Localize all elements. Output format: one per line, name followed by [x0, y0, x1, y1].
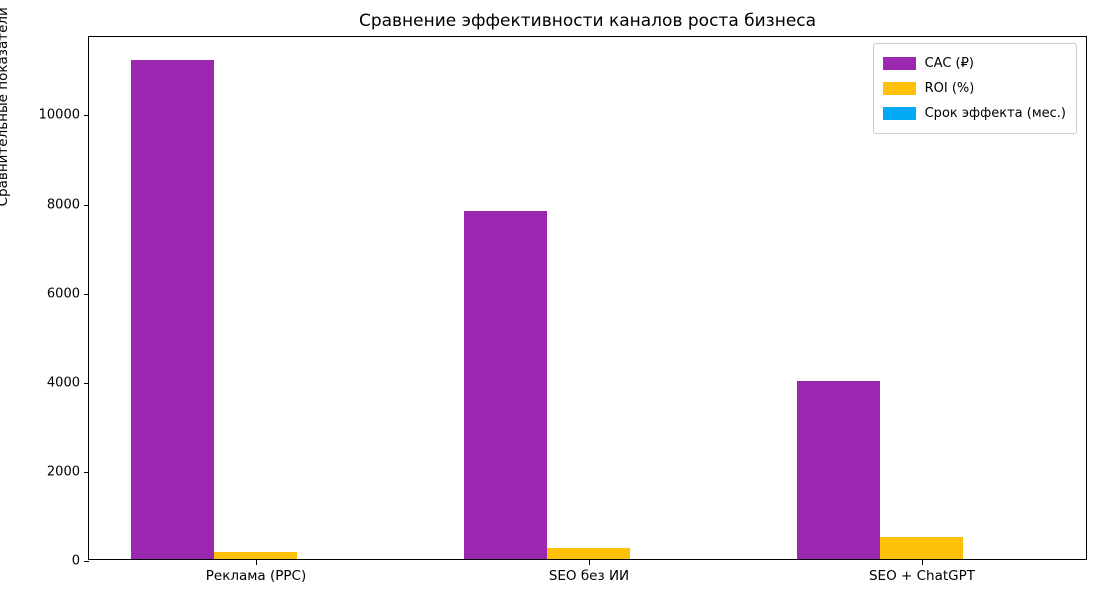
bar-cac-category-2 [797, 381, 880, 559]
y-tick-mark [84, 472, 89, 473]
x-tick-mark [256, 560, 257, 565]
legend-entry-roi: ROI (%) [882, 76, 1066, 101]
legend-swatch-effect-duration [882, 107, 916, 120]
bar-cac-category-1 [464, 211, 547, 559]
x-tick-mark [589, 560, 590, 565]
y-tick-label: 4000 [46, 375, 80, 391]
y-tick-mark [84, 383, 89, 384]
legend: CAC (₽) ROI (%) Срок эффекта (мес.) [872, 43, 1077, 134]
y-tick-label: 0 [71, 553, 80, 569]
bar-cac-category-0 [131, 60, 214, 559]
bar-roi-category-2 [880, 537, 963, 559]
y-tick-label: 10000 [38, 107, 80, 123]
plot-area: CAC (₽) ROI (%) Срок эффекта (мес.) 0 2000 4… [39, 36, 1087, 584]
y-tick-mark [84, 294, 89, 295]
legend-label-roi: ROI (%) [924, 81, 975, 96]
legend-label-cac: CAC (₽) [924, 56, 974, 71]
y-tick-label: 2000 [46, 464, 80, 480]
bar-roi-category-1 [547, 548, 630, 559]
legend-label-effect-duration: Срок эффекта (мес.) [924, 106, 1066, 121]
y-tick-label: 8000 [46, 197, 80, 213]
legend-swatch-roi [882, 82, 916, 95]
legend-entry-cac: CAC (₽) [882, 51, 1066, 76]
y-tick-mark [84, 205, 89, 206]
y-tick-mark [84, 115, 89, 116]
legend-entry-effect-duration: Срок эффекта (мес.) [882, 101, 1066, 126]
x-tick-label: SEO + ChatGPT [868, 568, 976, 584]
legend-swatch-cac [882, 57, 916, 70]
y-tick-mark [84, 561, 89, 562]
x-tick-mark [922, 560, 923, 565]
bar-roi-category-0 [214, 552, 297, 559]
x-tick-label: Реклама (PPC) [205, 568, 307, 584]
x-tick-label: SEO без ИИ [548, 568, 630, 584]
y-tick-label: 6000 [46, 286, 80, 302]
chart-title: Сравнение эффективности каналов роста би… [358, 11, 817, 31]
